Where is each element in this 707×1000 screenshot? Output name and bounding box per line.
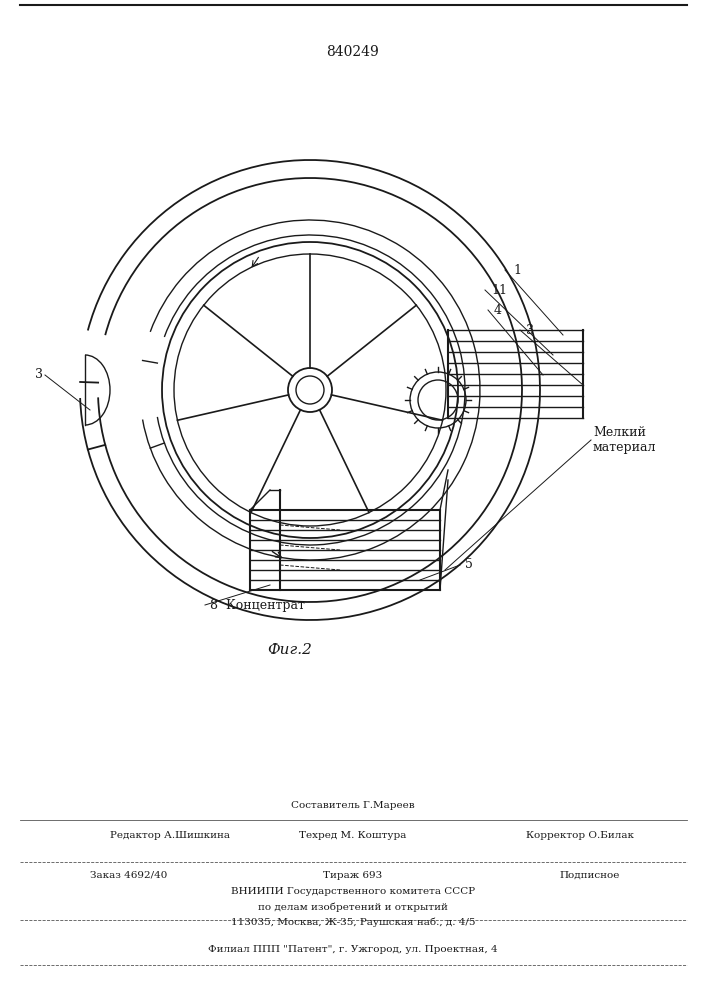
- Text: Заказ 4692/40: Заказ 4692/40: [90, 870, 168, 880]
- Text: Техред М. Коштура: Техред М. Коштура: [299, 830, 407, 840]
- Text: Тираж 693: Тираж 693: [323, 870, 382, 880]
- Text: Составитель Г.Мареев: Составитель Г.Мареев: [291, 802, 415, 810]
- Text: 840249: 840249: [327, 45, 380, 59]
- Text: 1: 1: [513, 263, 521, 276]
- Text: по делам изобретений и открытий: по делам изобретений и открытий: [258, 902, 448, 912]
- Text: 113035, Москва, Ж-35, Раушская наб., д. 4/5: 113035, Москва, Ж-35, Раушская наб., д. …: [230, 917, 475, 927]
- Text: Филиал ППП "Патент", г. Ужгород, ул. Проектная, 4: Филиал ППП "Патент", г. Ужгород, ул. Про…: [208, 946, 498, 954]
- Text: Мелкий
материал: Мелкий материал: [593, 426, 657, 454]
- Text: ВНИИПИ Государственного комитета СССР: ВНИИПИ Государственного комитета СССР: [231, 888, 475, 896]
- Text: 3: 3: [35, 368, 43, 381]
- Text: Корректор О.Билак: Корректор О.Билак: [526, 830, 634, 840]
- Text: 3: 3: [526, 324, 534, 336]
- Text: Редактор А.Шишкина: Редактор А.Шишкина: [110, 830, 230, 840]
- Text: 8  Концентрат: 8 Концентрат: [210, 598, 305, 611]
- Text: 11: 11: [491, 284, 507, 296]
- Text: 4: 4: [494, 304, 502, 316]
- Text: 5: 5: [465, 558, 473, 572]
- Text: Подписное: Подписное: [560, 870, 620, 880]
- Text: Фиг.2: Фиг.2: [267, 643, 312, 657]
